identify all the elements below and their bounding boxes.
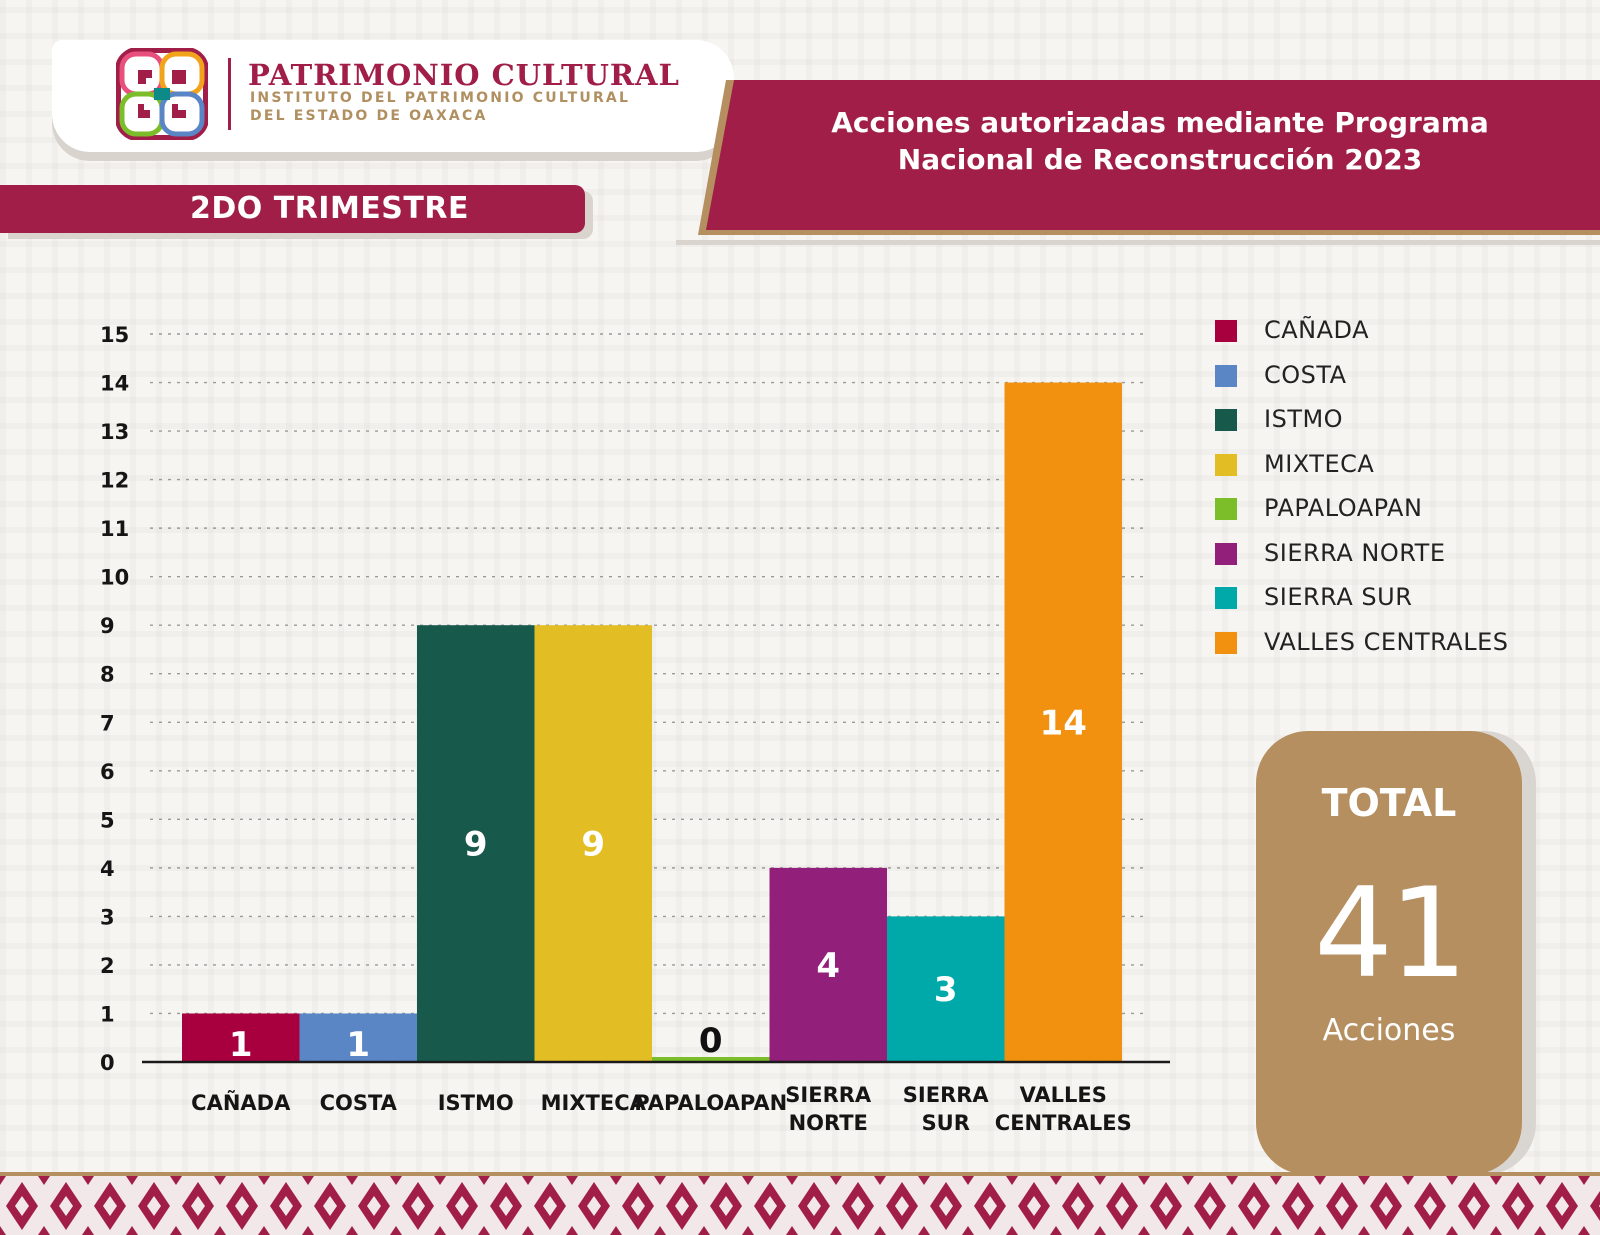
- data-label: 3: [934, 970, 958, 1010]
- legend-swatch: [1215, 542, 1237, 565]
- logo-subtitle-1: INSTITUTO DEL PATRIMONIO CULTURAL: [250, 90, 631, 106]
- logo-divider: [228, 58, 231, 130]
- legend-swatch: [1215, 453, 1237, 476]
- y-tick-label: 8: [100, 663, 115, 687]
- y-tick-label: 3: [100, 905, 115, 929]
- x-tick-label: COSTA: [320, 1091, 398, 1115]
- bar: [652, 1057, 770, 1062]
- bar: [1004, 382, 1122, 1062]
- legend-label: ISTMO: [1264, 405, 1344, 433]
- chart-title-line-2: Nacional de Reconstrucción 2023: [897, 143, 1423, 176]
- data-label: 4: [816, 946, 840, 986]
- bar: [534, 625, 652, 1062]
- y-tick-label: 2: [100, 954, 115, 978]
- chart-title-line-1: Acciones autorizadas mediante Programa: [831, 106, 1489, 139]
- y-tick-label: 4: [100, 857, 115, 881]
- total-value: 41: [1314, 862, 1468, 1006]
- data-label: 14: [1040, 703, 1087, 743]
- y-tick-label: 5: [100, 808, 115, 832]
- footer-pattern: [0, 1176, 1600, 1235]
- bar: [417, 625, 535, 1062]
- bar: [299, 1013, 417, 1062]
- data-label: 1: [346, 1025, 370, 1065]
- y-tick-label: 10: [100, 566, 129, 590]
- legend-swatch: [1215, 631, 1237, 654]
- total-card: TOTAL 41 Acciones: [1256, 731, 1522, 1175]
- y-tick-label: 0: [100, 1051, 115, 1075]
- legend-label: MIXTECA: [1264, 449, 1375, 478]
- x-tick-label: SUR: [922, 1111, 970, 1135]
- legend-swatch: [1215, 364, 1237, 387]
- chart-title: Acciones autorizadas mediante Programa N…: [790, 104, 1530, 178]
- total-label: TOTAL: [1321, 781, 1457, 825]
- x-tick-label: CAÑADA: [191, 1090, 291, 1115]
- bar: [182, 1013, 300, 1062]
- total-unit: Acciones: [1322, 1013, 1456, 1048]
- legend-swatch: [1215, 587, 1237, 609]
- x-tick-label: SIERRA: [903, 1083, 990, 1107]
- y-tick-label: 9: [100, 614, 115, 638]
- footer-line: [0, 1172, 1600, 1176]
- legend-label: SIERRA NORTE: [1264, 538, 1446, 567]
- x-tick-label: ISTMO: [438, 1091, 514, 1115]
- patrimonio-logo-icon: [116, 48, 208, 140]
- legend-label: COSTA: [1264, 360, 1347, 389]
- legend-label: SIERRA SUR: [1264, 583, 1413, 611]
- legend-swatch: [1215, 409, 1237, 431]
- logo-subtitle-2: DEL ESTADO DE OAXACA: [250, 108, 488, 124]
- logo-card: PATRIMONIO CULTURAL INSTITUTO DEL PATRIM…: [52, 40, 734, 152]
- x-tick-label: VALLES: [1020, 1083, 1107, 1107]
- title-banner: [676, 80, 1600, 245]
- period-banner: 2DO TRIMESTRE: [0, 185, 585, 233]
- y-tick-label: 13: [100, 420, 129, 444]
- y-tick-label: 1: [100, 1002, 115, 1026]
- y-tick-label: 14: [100, 372, 129, 396]
- bar: [769, 867, 887, 1062]
- logo-title: PATRIMONIO CULTURAL: [248, 58, 680, 92]
- data-label: 0: [699, 1021, 723, 1061]
- x-tick-label: CENTRALES: [995, 1111, 1132, 1135]
- y-tick-label: 15: [100, 323, 129, 347]
- period-label: 2DO TRIMESTRE: [190, 191, 469, 226]
- y-tick-label: 6: [100, 760, 115, 784]
- x-tick-label: PAPALOAPAN: [634, 1091, 787, 1115]
- bar: [887, 916, 1005, 1062]
- y-tick-label: 7: [100, 711, 115, 735]
- data-label: 9: [581, 825, 605, 865]
- legend-label: CAÑADA: [1264, 316, 1370, 344]
- x-tick-label: NORTE: [789, 1111, 868, 1135]
- x-tick-label: MIXTECA: [541, 1091, 647, 1115]
- y-tick-label: 12: [100, 469, 129, 493]
- data-label: 1: [229, 1025, 253, 1065]
- legend-swatch: [1215, 320, 1237, 342]
- legend-label: VALLES CENTRALES: [1264, 627, 1509, 656]
- x-tick-label: SIERRA: [785, 1083, 872, 1107]
- data-label: 9: [464, 825, 488, 865]
- legend-swatch: [1215, 498, 1237, 520]
- y-tick-label: 11: [100, 517, 129, 541]
- legend-label: PAPALOAPAN: [1264, 494, 1423, 522]
